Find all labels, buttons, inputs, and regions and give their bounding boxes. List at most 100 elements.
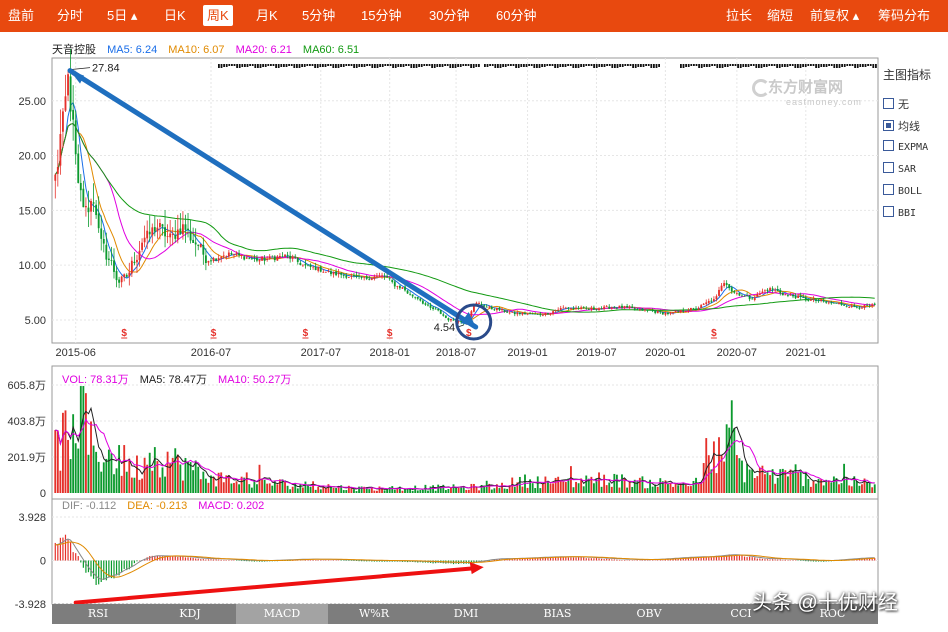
- tab-60min[interactable]: 60分钟: [496, 8, 537, 23]
- tab-weekly-k[interactable]: 周K: [203, 5, 233, 26]
- indicator-option-boll[interactable]: BOLL: [883, 184, 922, 200]
- macd-bar-300: [820, 560, 822, 562]
- event-tick-2-761: [760, 64, 763, 68]
- candle-body-25: [118, 279, 121, 283]
- candle-body-153: [444, 315, 447, 318]
- tab-macd[interactable]: MACD: [236, 604, 328, 624]
- event-tick-0-377: [376, 64, 379, 68]
- candle-body-92: [289, 255, 292, 259]
- candle-body-98: [304, 263, 307, 266]
- macd-bar-222: [621, 559, 623, 561]
- checkbox-icon[interactable]: [883, 162, 894, 173]
- macd-bar-258: [713, 556, 715, 561]
- candle-body-117: [353, 275, 355, 276]
- event-tick-1-643: [642, 64, 645, 67]
- volume-bar-51: [184, 458, 187, 493]
- indicator-option-none[interactable]: 无: [883, 96, 909, 112]
- event-tick-2-680: [680, 64, 682, 68]
- checkbox-icon[interactable]: [883, 140, 894, 151]
- tab-roc[interactable]: ROC: [819, 607, 846, 620]
- event-tick-2-779: [778, 64, 781, 68]
- macd-bar-58: [202, 559, 204, 561]
- tab-obv[interactable]: OBV: [636, 607, 662, 620]
- volume-bar-107: [327, 484, 330, 493]
- macd-bar-251: [695, 557, 697, 561]
- tab-kdj[interactable]: KDJ: [179, 607, 201, 620]
- candle-body-205: [577, 308, 580, 310]
- event-tick-1-505: [504, 64, 507, 67]
- event-tick-0-400: [400, 64, 402, 67]
- shrink-button[interactable]: 缩短: [767, 8, 794, 23]
- candle-body-232: [646, 310, 649, 311]
- candle-body-146: [427, 304, 429, 306]
- candle-body-188: [534, 313, 537, 315]
- macd-bar-2: [59, 537, 61, 561]
- candle-body-216: [605, 306, 608, 307]
- candle-body-264: [728, 284, 731, 289]
- volume-bar-271: [746, 463, 749, 493]
- tab-monthly-k[interactable]: 月K: [256, 8, 278, 23]
- tab-bias[interactable]: BIAS: [543, 607, 572, 620]
- event-tick-1-554: [554, 64, 556, 68]
- volume-bar-171: [490, 489, 493, 493]
- candle-body-158: [457, 321, 460, 322]
- volume-bar-207: [582, 486, 585, 493]
- event-tick-1-539: [538, 64, 541, 68]
- macd-bar-7: [72, 552, 74, 561]
- indicator-option-bbi[interactable]: BBI: [883, 206, 916, 222]
- checkbox-checked-icon[interactable]: [883, 120, 894, 131]
- volume-bar-32: [136, 455, 138, 493]
- indicator-option-expma[interactable]: EXPMA: [883, 140, 928, 156]
- checkbox-icon[interactable]: [883, 184, 894, 195]
- candle-body-16: [95, 204, 98, 216]
- dividend-mark-2: $: [303, 328, 309, 339]
- candle-body-24: [115, 270, 118, 281]
- candle-body-61: [210, 260, 212, 262]
- volume-bar-20: [105, 458, 108, 493]
- tab-dmi[interactable]: DMI: [453, 607, 479, 620]
- tab-wr[interactable]: W%R: [358, 607, 390, 620]
- price-tick-label-1: 10.00: [18, 260, 46, 272]
- macd-bar-178: [509, 559, 511, 561]
- tab-cci[interactable]: CCI: [730, 607, 752, 620]
- volume-bar-141: [414, 485, 417, 493]
- tab-30min[interactable]: 30分钟: [429, 8, 470, 23]
- forward-adjust-dropdown[interactable]: 前复权 ▴: [810, 8, 860, 23]
- event-tick-1-523: [523, 64, 525, 67]
- indicator-option-sar[interactable]: SAR: [883, 162, 916, 178]
- tab-rsi[interactable]: RSI: [87, 607, 109, 620]
- volume-bar-283: [776, 477, 779, 493]
- volume-bar-197: [557, 476, 560, 493]
- event-tick-0-314: [314, 64, 316, 68]
- macd-value: MACD: 0.202: [198, 500, 265, 512]
- macd-bar-5: [67, 539, 69, 561]
- indicator-option-ma[interactable]: 均线: [883, 118, 920, 134]
- tab-premarket[interactable]: 盘前: [8, 8, 35, 23]
- volume-bar-101: [312, 481, 315, 493]
- volume-bar-260: [718, 437, 720, 493]
- event-tick-0-291: [290, 64, 293, 66]
- event-tick-2-727: [726, 64, 729, 67]
- macd-bar-271: [746, 557, 748, 561]
- macd-bar-49: [179, 556, 181, 561]
- chip-distribution-button[interactable]: 筹码分布: [878, 8, 931, 23]
- candle-body-250: [692, 308, 695, 309]
- event-tick-2-722: [721, 64, 724, 68]
- volume-bar-250: [692, 480, 695, 493]
- volume-bar-236: [656, 486, 659, 493]
- volume-bar-15: [92, 445, 95, 493]
- event-tick-1-570: [569, 64, 572, 66]
- tab-15min[interactable]: 15分钟: [361, 8, 402, 23]
- macd-bar-184: [524, 558, 526, 561]
- tab-5min[interactable]: 5分钟: [302, 8, 336, 23]
- bottom-circle-highlight: [455, 303, 493, 341]
- tab-5day[interactable]: 5日 ▴: [107, 8, 138, 23]
- tab-daily-k[interactable]: 日K: [164, 8, 186, 23]
- checkbox-icon[interactable]: [883, 98, 894, 109]
- stretch-button[interactable]: 拉长: [726, 8, 753, 23]
- volume-bar-6: [69, 459, 72, 493]
- tab-intraday[interactable]: 分时: [57, 8, 84, 23]
- checkbox-icon[interactable]: [883, 206, 894, 217]
- candle-body-251: [695, 308, 697, 310]
